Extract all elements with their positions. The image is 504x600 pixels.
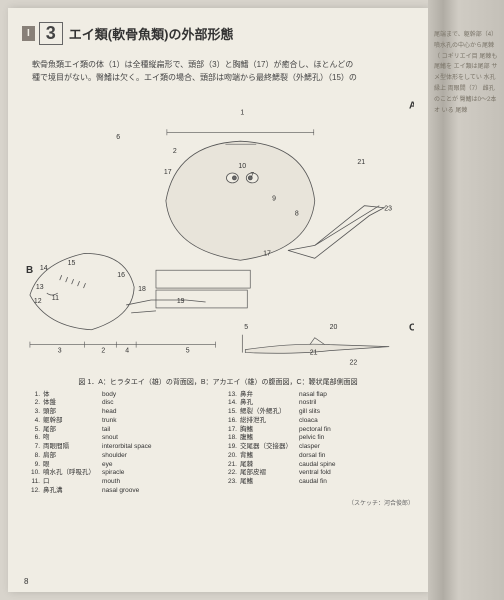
figure-diagram: 1621071798212317141516131211181952032452… xyxy=(22,93,414,373)
intro-line: 種で境目がない。臀鰭は欠く。エイ類の場合、頭部は吻端から最終鰓裂（外鰓孔）（15… xyxy=(32,72,414,85)
figure-caption: 図 1．A：ヒラタエイ（雄）の背面図，B：アカエイ（雄）の腹面図，C：鞭状尾部側… xyxy=(22,377,414,387)
svg-text:A: A xyxy=(409,100,414,111)
legend-item: 2.体盤disc xyxy=(26,399,213,408)
svg-text:11: 11 xyxy=(52,295,59,302)
intro-line: 軟骨魚類エイ類の体（1）は全種縦扁形で、頭部（3）と胸鰭（17）が癒合し、ほとん… xyxy=(32,59,414,72)
svg-text:13: 13 xyxy=(36,284,44,291)
legend-item: 18.腹鰭pelvic fin xyxy=(223,434,410,443)
svg-text:12: 12 xyxy=(34,298,42,305)
legend-item: 22.尾部皮褶ventral fold xyxy=(223,469,410,478)
svg-text:19: 19 xyxy=(177,298,185,305)
svg-text:14: 14 xyxy=(40,265,48,272)
svg-text:5: 5 xyxy=(244,323,248,330)
legend-item: 7.両眼間隔interorbital space xyxy=(26,443,213,452)
svg-text:C: C xyxy=(409,322,414,333)
svg-text:3: 3 xyxy=(58,347,62,354)
svg-text:15: 15 xyxy=(68,260,76,267)
svg-text:5: 5 xyxy=(186,347,190,354)
svg-text:21: 21 xyxy=(310,349,318,356)
section-number: 3 xyxy=(39,22,63,45)
legend-item: 5.尾部tail xyxy=(26,426,213,435)
svg-text:7: 7 xyxy=(250,172,254,179)
svg-text:2: 2 xyxy=(101,347,105,354)
svg-text:B: B xyxy=(26,265,33,276)
svg-text:4: 4 xyxy=(125,347,129,354)
legend-item: 20.背鰭dorsal fin xyxy=(223,452,410,461)
legend-item: 12.鼻孔溝nasal groove xyxy=(26,487,213,496)
sketch-credit: （スケッチ：河合俊郎） xyxy=(22,498,414,507)
svg-text:23: 23 xyxy=(384,205,392,212)
legend-item: 23.尾鰭caudal fin xyxy=(223,478,410,487)
legend-item: 16.総排泄孔cloaca xyxy=(223,417,410,426)
legend-item xyxy=(223,487,410,496)
section-heading: I 3 エイ類(軟骨魚類)の外部形態 xyxy=(22,22,414,45)
ray-anatomy-svg: 1621071798212317141516131211181952032452… xyxy=(22,93,414,373)
svg-text:17: 17 xyxy=(164,169,172,176)
legend-item: 3.頭部head xyxy=(26,408,213,417)
legend-item: 4.躯幹部trunk xyxy=(26,417,213,426)
svg-text:17: 17 xyxy=(263,250,271,257)
legend-item: 10.噴水孔（呼吸孔）spiracle xyxy=(26,469,213,478)
svg-text:20: 20 xyxy=(330,323,338,330)
svg-text:1: 1 xyxy=(240,109,244,116)
chapter-section-marker: I 3 xyxy=(22,22,63,45)
legend-item: 11.口mouth xyxy=(26,478,213,487)
legend-item: 19.交尾器（交接器）clasper xyxy=(223,443,410,452)
svg-text:18: 18 xyxy=(138,286,146,293)
svg-text:6: 6 xyxy=(116,134,120,141)
page-number: 8 xyxy=(24,577,28,586)
svg-text:21: 21 xyxy=(357,159,365,166)
svg-text:10: 10 xyxy=(238,163,246,170)
legend-item: 6.吻snout xyxy=(26,434,213,443)
legend-list: 1.体body13.鼻弁nasal flap2.体盤disc14.鼻孔nostr… xyxy=(22,391,414,496)
legend-item: 8.肩部shoulder xyxy=(26,452,213,461)
page-gutter: 尾端まで、躯幹部（4） 噴水孔の中心から尾棘（ コギリエイ目 尾棘も尾鰭を エイ… xyxy=(428,0,504,600)
svg-text:22: 22 xyxy=(349,359,357,366)
gutter-text-fragments: 尾端まで、躯幹部（4） 噴水孔の中心から尾棘（ コギリエイ目 尾棘も尾鰭を エイ… xyxy=(434,30,498,116)
svg-text:9: 9 xyxy=(272,195,276,202)
svg-text:16: 16 xyxy=(117,272,125,279)
book-page: I 3 エイ類(軟骨魚類)の外部形態 軟骨魚類エイ類の体（1）は全種縦扁形で、頭… xyxy=(8,8,428,592)
legend-item: 15.鰓裂（外鰓孔）gill slits xyxy=(223,408,410,417)
svg-text:2: 2 xyxy=(173,148,177,155)
section-title: エイ類(軟骨魚類)の外部形態 xyxy=(69,24,234,43)
svg-text:8: 8 xyxy=(295,210,299,217)
chapter-roman: I xyxy=(22,26,35,41)
intro-paragraph: 軟骨魚類エイ類の体（1）は全種縦扁形で、頭部（3）と胸鰭（17）が癒合し、ほとん… xyxy=(22,59,414,85)
legend-item: 14.鼻孔nostril xyxy=(223,399,410,408)
